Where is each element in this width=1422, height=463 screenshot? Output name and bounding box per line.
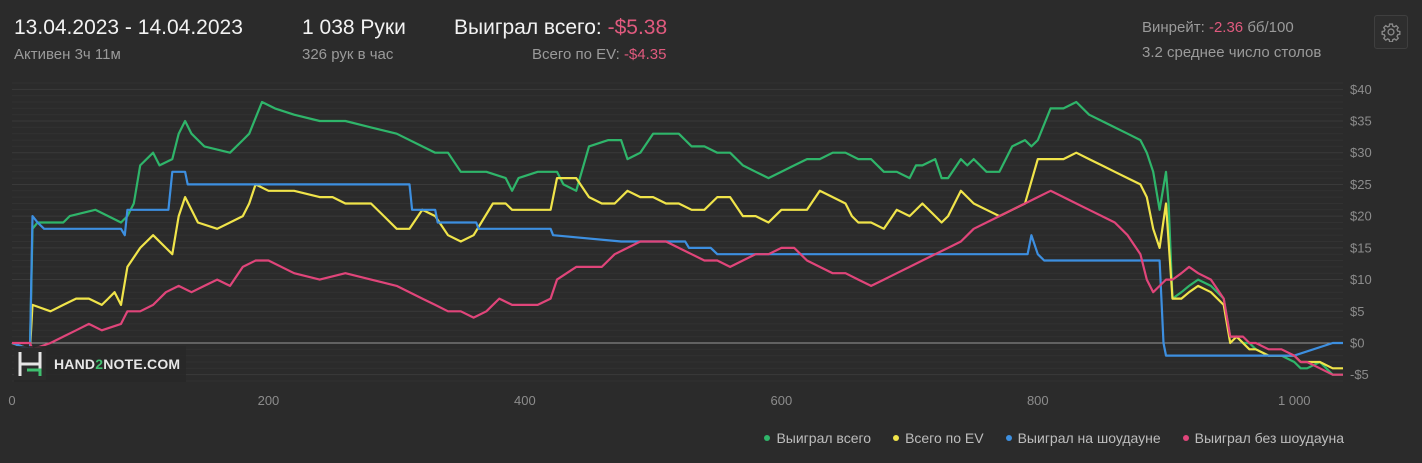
watermark: HAND2NOTE.COM bbox=[14, 346, 187, 382]
y-axis-ticks: $40 $35 $30 $25 $20 $15 $10 $5 $0 -$5 bbox=[1350, 82, 1372, 382]
date-range: 13.04.2023 - 14.04.2023 bbox=[14, 16, 243, 39]
y-tick-label: $25 bbox=[1350, 177, 1372, 192]
x-tick-label: 0 bbox=[8, 393, 15, 408]
y-tick-label: $40 bbox=[1350, 82, 1372, 97]
legend-item[interactable]: Выиграл всего bbox=[764, 430, 871, 446]
series-line bbox=[11, 100, 1343, 376]
x-tick-label: 200 bbox=[258, 393, 280, 408]
x-axis-ticks: 0 200 400 600 800 1 000 bbox=[8, 393, 1310, 408]
legend-dot-icon bbox=[1005, 435, 1012, 441]
y-tick-label: $30 bbox=[1350, 145, 1372, 160]
ev-total: Всего по EV: -$4.35 bbox=[532, 46, 666, 63]
legend-item[interactable]: Всего по EV bbox=[893, 430, 984, 446]
hands-per-hour: 326 рук в час bbox=[302, 46, 394, 63]
settings-button[interactable] bbox=[1374, 15, 1408, 49]
legend-label: Выиграл на шоудауне bbox=[1017, 430, 1161, 446]
gear-icon bbox=[1381, 23, 1401, 42]
ev-value: -$4.35 bbox=[623, 46, 667, 63]
ev-label: Всего по EV: bbox=[532, 46, 620, 63]
legend-dot-icon bbox=[893, 435, 900, 441]
legend-item[interactable]: Выиграл на шоудауне bbox=[1005, 430, 1161, 446]
legend-item[interactable]: Выиграл без шоудауна bbox=[1182, 430, 1344, 446]
legend-dot-icon bbox=[1182, 435, 1189, 441]
y-tick-label: $10 bbox=[1350, 272, 1372, 287]
series-line bbox=[12, 189, 1343, 376]
won-total-value: -$5.38 bbox=[607, 16, 668, 39]
chart-legend: Выиграл всего Всего по EV Выиграл на шоуда… bbox=[764, 430, 1344, 446]
avg-tables: 3.2 среднее число столов bbox=[1142, 44, 1322, 61]
legend-label: Всего по EV bbox=[905, 430, 984, 446]
winrate-label: Винрейт: bbox=[1142, 19, 1205, 36]
x-tick-label: 1 000 bbox=[1278, 393, 1311, 408]
chart-series bbox=[11, 100, 1343, 376]
legend-label: Выиграл без шоудауна bbox=[1194, 430, 1344, 446]
legend-dot-icon bbox=[764, 435, 771, 441]
y-tick-label: $35 bbox=[1350, 114, 1372, 129]
x-tick-label: 400 bbox=[514, 393, 536, 408]
x-tick-label: 800 bbox=[1027, 393, 1049, 408]
y-tick-label: $15 bbox=[1350, 240, 1372, 255]
y-tick-label: $20 bbox=[1350, 209, 1372, 224]
y-tick-label: $5 bbox=[1350, 304, 1364, 319]
winrate-unit: бб/100 bbox=[1247, 19, 1294, 36]
chart-grid bbox=[12, 82, 1343, 382]
hand2note-logo-icon bbox=[14, 348, 46, 380]
won-total: Выиграл всего: -$5.38 bbox=[454, 16, 667, 40]
hands-count: 1 038 Руки bbox=[302, 16, 406, 39]
y-tick-label: -$5 bbox=[1350, 367, 1369, 382]
x-tick-label: 600 bbox=[771, 393, 793, 408]
y-tick-label: $0 bbox=[1350, 335, 1364, 350]
series-line bbox=[11, 151, 1343, 370]
active-time: Активен 3ч 11м bbox=[14, 46, 121, 63]
winrate: Винрейт: -2.36 бб/100 bbox=[1142, 19, 1294, 36]
watermark-text: HAND2NOTE.COM bbox=[54, 356, 181, 372]
legend-label: Выиграл всего bbox=[776, 430, 872, 446]
winrate-value: -2.36 bbox=[1208, 19, 1244, 36]
won-total-label: Выиграл всего: bbox=[454, 16, 602, 39]
